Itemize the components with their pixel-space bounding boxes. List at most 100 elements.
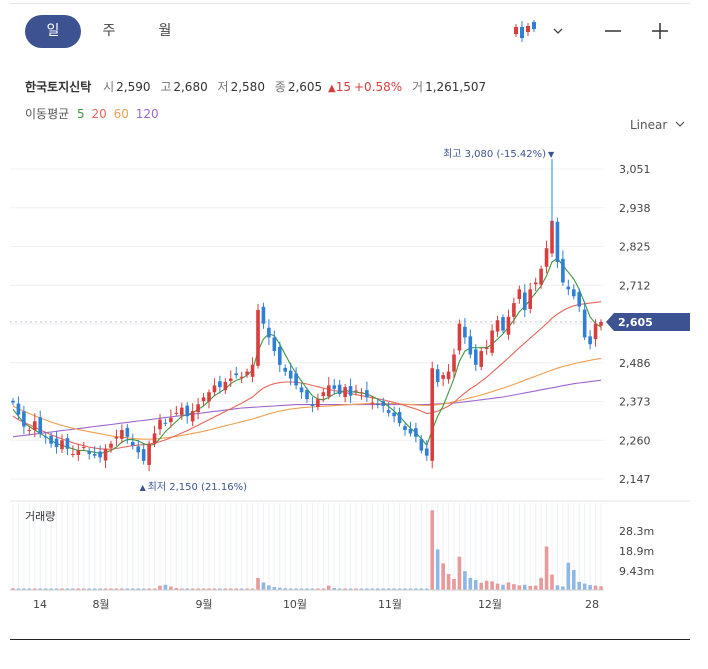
volume-bar: [163, 584, 168, 590]
candle-body: [190, 411, 195, 422]
volume-bar: [261, 582, 266, 590]
ma-60: 60: [113, 107, 129, 121]
candle-body: [599, 321, 603, 326]
close-label: 종: [274, 80, 286, 94]
volume-tick-label: 18.9m: [619, 545, 654, 558]
candle-body: [228, 378, 233, 381]
zoom-out-button[interactable]: [593, 15, 633, 47]
ma60-line: [12, 357, 602, 440]
candle-body: [120, 429, 124, 439]
y-tick-label: 2,147: [619, 473, 651, 486]
chevron-down-icon: [675, 121, 685, 127]
tab-monthly[interactable]: 월: [158, 23, 172, 39]
volume-bar: [555, 585, 560, 590]
tab-daily[interactable]: 일: [25, 15, 81, 48]
volume-bar: [316, 588, 320, 590]
volume-bar: [561, 586, 565, 590]
y-tick-label: 3,051: [619, 163, 651, 176]
volume-tick-label: 28.3m: [619, 525, 654, 538]
tab-weekly[interactable]: 주: [102, 23, 116, 39]
volume-bar: [359, 588, 364, 590]
volume-bar: [207, 588, 211, 590]
candle-body: [571, 289, 576, 297]
candle-body: [544, 248, 549, 267]
volume-bar: [321, 588, 326, 590]
y-tick-label: 2,486: [619, 357, 651, 370]
volume-bar: [588, 585, 592, 590]
candle-body: [566, 286, 571, 290]
open-label: 시: [103, 80, 115, 94]
volume-bar: [152, 588, 157, 590]
volume-bar: [463, 571, 467, 590]
volume-bar: [310, 588, 315, 590]
candle-body: [582, 309, 587, 338]
up-triangle-icon: ▲: [328, 83, 336, 94]
candle-body: [294, 373, 298, 386]
candle-body: [375, 403, 380, 405]
candle-body: [103, 448, 108, 461]
volume-bar: [343, 588, 347, 590]
volume-bar: [414, 588, 418, 590]
chart-type-dropdown[interactable]: [545, 15, 571, 47]
plus-icon: [652, 23, 668, 39]
volume-bar: [512, 584, 516, 590]
candle-body: [98, 451, 102, 458]
current-price-tag: [606, 312, 690, 331]
candle-body: [550, 220, 554, 254]
volume-bar: [218, 588, 222, 590]
volume-bar: [250, 588, 255, 590]
candle-body: [533, 282, 538, 285]
candle-body: [288, 370, 293, 379]
y-tick-label: 2,938: [619, 202, 651, 215]
scale-dropdown[interactable]: Linear: [630, 118, 685, 132]
period-tabs: 일 주 월: [25, 15, 193, 48]
candle-body: [424, 448, 429, 456]
chart-type-button[interactable]: [505, 15, 545, 47]
candle-body: [479, 351, 484, 367]
ma-5: 5: [77, 107, 85, 121]
candle-body: [267, 327, 271, 338]
ma-120: 120: [135, 107, 159, 121]
volume-bar: [256, 577, 260, 590]
candle-body: [473, 349, 478, 365]
candle-body: [359, 392, 364, 394]
change-percent: +0.58%: [354, 80, 403, 94]
candle-body: [22, 411, 26, 427]
candle-body: [49, 435, 53, 444]
chart-toolbar: [505, 15, 680, 47]
candle-body: [463, 326, 467, 338]
candle-body: [332, 385, 337, 389]
volume-bar: [441, 563, 445, 590]
candle-body: [218, 381, 222, 388]
volume-bar: [424, 588, 429, 590]
candle-body: [321, 392, 326, 397]
candle-body: [71, 453, 75, 455]
change-value: 15: [335, 80, 351, 94]
candle-body: [179, 407, 184, 415]
candle-body: [512, 303, 516, 317]
candle-body: [212, 385, 217, 393]
candle-body: [43, 436, 48, 438]
x-tick-label: 28: [585, 598, 599, 611]
volume-bar: [141, 588, 146, 590]
candle-body: [435, 369, 440, 382]
volume-bar: [566, 562, 571, 590]
candle-body: [38, 417, 43, 434]
volume-bar: [582, 583, 587, 590]
volume-bar: [283, 588, 288, 590]
candle-body: [32, 421, 37, 430]
volume-bar: [332, 587, 337, 590]
low-annotation: 최저 2,150 (21.16%): [148, 481, 247, 493]
volume-bar: [16, 588, 21, 590]
candle-body: [201, 397, 206, 402]
volume-bar: [479, 582, 484, 590]
stock-name: 한국토지신탁: [25, 80, 92, 94]
x-tick-label: 10월: [283, 598, 307, 611]
up-triangle-icon: ▲: [140, 483, 147, 492]
candle-body: [272, 337, 277, 352]
candle-body: [81, 447, 86, 449]
candle-body: [501, 317, 505, 331]
volume-label: 거래량: [25, 510, 55, 523]
zoom-in-button[interactable]: [640, 15, 680, 47]
